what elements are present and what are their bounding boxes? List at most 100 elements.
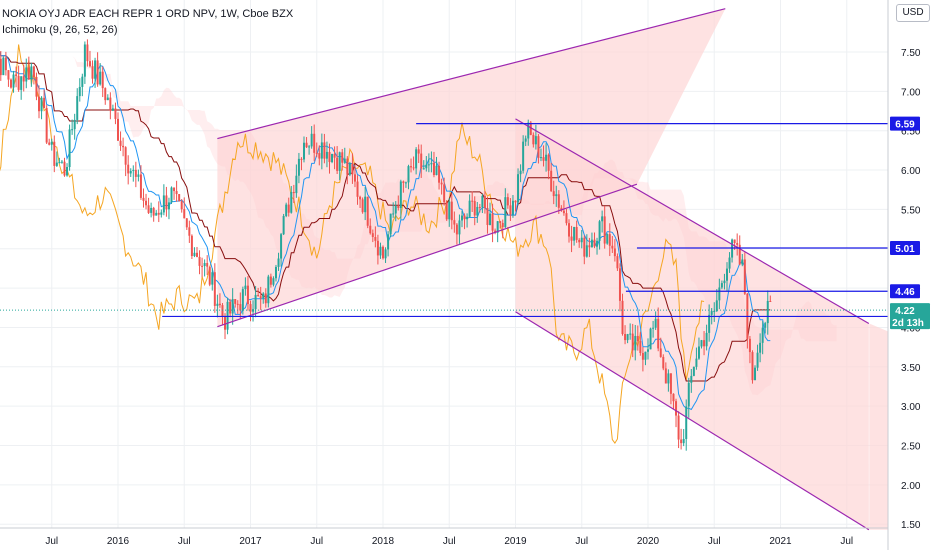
candle-body <box>550 170 553 192</box>
y-tick-label: 3.50 <box>901 363 921 374</box>
price-tag-label: 6.59 <box>895 120 915 131</box>
candle-body <box>114 108 117 119</box>
candle-body <box>588 245 591 248</box>
candle-body <box>351 163 354 175</box>
x-tick-label: 2020 <box>637 536 660 547</box>
candle-body <box>585 245 588 257</box>
candle-body <box>48 142 51 145</box>
channel-1-lower-line <box>217 183 638 328</box>
candle-body <box>410 166 413 168</box>
candle-body <box>496 221 499 233</box>
candle-body <box>736 243 739 245</box>
candle-body <box>662 356 665 369</box>
x-tick-label: 2018 <box>372 536 395 547</box>
candle-body <box>83 44 86 77</box>
candle-body <box>504 197 507 228</box>
price-tag-label: 4.46 <box>895 287 915 298</box>
indicator-label[interactable]: Ichimoku (9, 26, 52, 26) <box>2 24 118 36</box>
candle-body <box>297 158 300 176</box>
candle-body <box>127 164 130 174</box>
candle-body <box>460 215 463 221</box>
candle-body <box>624 334 627 341</box>
currency-selector[interactable]: USD <box>896 4 930 22</box>
candle-body <box>208 266 211 285</box>
candle-body <box>519 170 522 175</box>
candle-body <box>236 303 239 305</box>
candle-body <box>252 309 255 312</box>
candle-body <box>213 272 216 306</box>
candle-body <box>764 323 767 328</box>
horizontal-levels[interactable] <box>0 123 888 318</box>
candle-body <box>45 108 48 143</box>
y-tick-label: 1.50 <box>901 520 921 531</box>
candle-body <box>692 366 695 376</box>
candle-body <box>568 223 571 237</box>
channel-lines[interactable] <box>217 8 870 531</box>
candle-body <box>565 213 568 224</box>
candle-body <box>532 134 535 145</box>
candle-body <box>657 318 660 349</box>
candle-body <box>259 296 262 299</box>
candle-body <box>35 76 38 97</box>
candle-body <box>438 165 441 183</box>
symbol-title[interactable]: NOKIA OYJ ADR EACH REPR 1 ORD NPV, 1W, C… <box>2 8 294 20</box>
candle-body <box>96 60 99 85</box>
candle-body <box>78 86 81 97</box>
x-tick-label: 2017 <box>239 536 262 547</box>
candle-body <box>109 97 112 111</box>
candle-body <box>359 196 362 200</box>
candle-body <box>341 152 344 163</box>
candle-body <box>654 318 657 328</box>
ichimoku-cloud <box>51 36 837 396</box>
candle-body <box>371 233 374 238</box>
candle-body <box>415 149 418 169</box>
candle-body <box>644 351 647 360</box>
candle-body <box>473 201 476 216</box>
candle-body <box>626 334 629 341</box>
candle-body <box>300 158 303 160</box>
candle-body <box>55 162 58 166</box>
candle-body <box>389 213 392 235</box>
y-tick-label: 6.00 <box>901 166 921 177</box>
candle-body <box>308 146 311 148</box>
candle-body <box>50 141 53 145</box>
candle-body <box>267 276 270 304</box>
candle-body <box>63 161 66 176</box>
last-price-tag-box <box>890 303 930 330</box>
candle-body <box>216 303 219 306</box>
candle-body <box>448 201 451 220</box>
candle-body <box>94 60 97 79</box>
candle-body <box>343 158 346 163</box>
candle-body <box>756 352 759 368</box>
x-tick-label: Jul <box>840 536 853 547</box>
candle-body <box>486 208 489 225</box>
candle-body <box>157 212 160 215</box>
candle-body <box>66 167 69 176</box>
candle-body <box>303 142 306 160</box>
y-tick-label: 7.00 <box>901 87 921 98</box>
chart-legend: NOKIA OYJ ADR EACH REPR 1 ORD NPV, 1W, C… <box>2 6 293 38</box>
candle-body <box>17 75 20 90</box>
candle-body <box>695 358 698 367</box>
candle-body <box>659 348 662 357</box>
candle-body <box>73 119 76 130</box>
candle-body <box>43 97 46 109</box>
y-tick-label: 2.50 <box>901 442 921 453</box>
candle-body <box>527 122 530 139</box>
candle-body <box>221 305 224 317</box>
candle-body <box>499 221 502 223</box>
candle-body <box>313 133 316 153</box>
candle-body <box>399 181 402 208</box>
candle-body <box>392 213 395 215</box>
candle-body <box>338 152 341 171</box>
candle-body <box>652 327 655 329</box>
candle-body <box>590 239 593 248</box>
candle-body <box>468 200 471 217</box>
candle-body <box>733 239 736 244</box>
candle-body <box>124 147 127 165</box>
candle-body <box>211 272 214 285</box>
candle-body <box>382 246 384 259</box>
candle-body <box>555 194 558 197</box>
candle-body <box>86 44 89 62</box>
